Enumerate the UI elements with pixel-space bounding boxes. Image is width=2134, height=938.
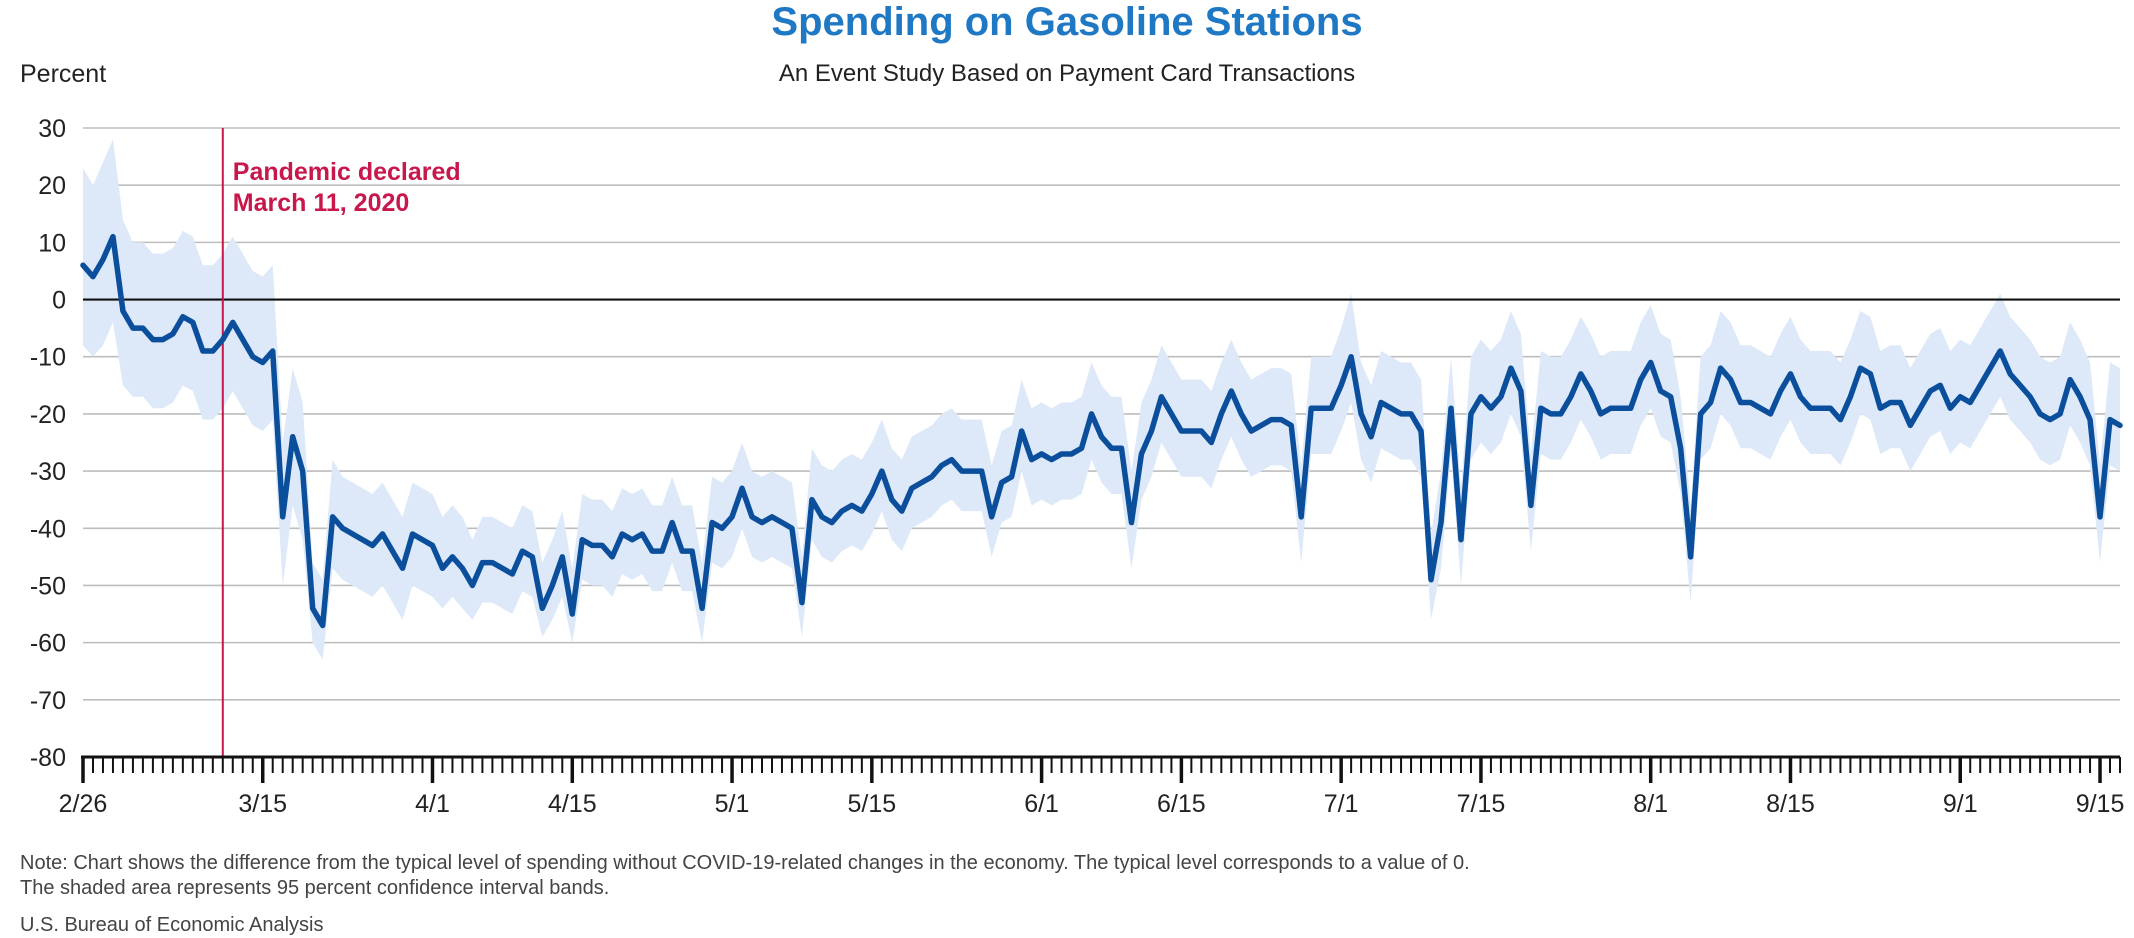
x-tick-label: 7/1 [1324,790,1359,818]
x-tick-label: 4/1 [415,790,450,818]
x-tick-label: 8/1 [1633,790,1668,818]
pandemic-annotation-line1: Pandemic declared [233,158,461,186]
y-tick-label: 20 [38,172,66,200]
x-tick-label: 5/15 [848,790,897,818]
x-tick-label: 6/15 [1157,790,1206,818]
chart-title: Spending on Gasoline Stations [771,0,1363,44]
y-tick-label: -80 [30,744,66,772]
pandemic-annotation-line2: March 11, 2020 [233,189,410,217]
chart-note-line1: Note: Chart shows the difference from th… [20,852,1470,874]
y-tick-label: -10 [30,344,66,372]
y-tick-label: 0 [52,287,66,315]
spending-series-line [80,233,2123,629]
chart-note-line2: The shaded area represents 95 percent co… [20,877,610,899]
confidence-band [83,139,2120,660]
y-tick-label: 30 [38,115,66,143]
y-tick-labels: 30 20 10 0 -10 -20 -30 -40 -50 -60 -70 -80 [30,115,66,772]
source-credit: U.S. Bureau of Economic Analysis [20,914,324,936]
x-tick-label: 9/1 [1943,790,1978,818]
chart-subtitle: An Event Study Based on Payment Card Tra… [778,60,1356,87]
y-tick-label: -20 [30,401,66,429]
y-tick-label: -50 [30,572,66,600]
x-axis: 2/26 3/15 4/1 4/15 5/1 5/15 6/1 6/15 7/1 7/15 8/1 8… [59,755,2125,818]
y-axis-label: Percent [20,60,107,88]
x-tick-label: 3/15 [238,790,287,818]
chart-plot: 30 20 10 0 -10 -20 -30 -40 -50 -60 -70 -80 Pandemic… [30,115,2125,818]
x-tick-label: 2/26 [59,790,108,818]
y-tick-label: -70 [30,687,66,715]
x-tick-label: 4/15 [548,790,597,818]
y-tick-label: -40 [30,515,66,543]
x-tick-label: 5/1 [715,790,750,818]
y-tick-label: -60 [30,630,66,658]
x-tick-label: 6/1 [1024,790,1059,818]
x-tick-label: 8/15 [1766,790,1815,818]
x-tick-label: 7/15 [1457,790,1506,818]
x-tick-label: 9/15 [2076,790,2125,818]
y-tick-label: -30 [30,458,66,486]
y-tick-label: 10 [38,229,66,257]
